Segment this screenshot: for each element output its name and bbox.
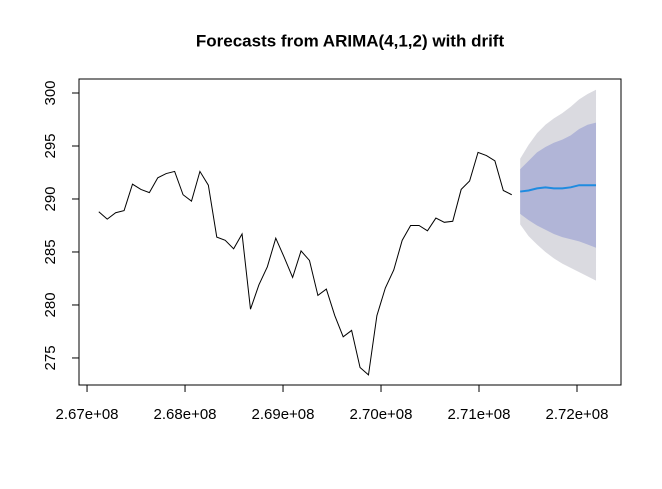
x-tick-label: 2.71e+08 [448, 406, 511, 423]
x-tick-label: 2.72e+08 [546, 406, 609, 423]
y-tick-label: 285 [42, 239, 59, 264]
y-tick-label: 280 [42, 292, 59, 317]
x-tick-label: 2.68e+08 [154, 406, 217, 423]
y-tick-label: 295 [42, 133, 59, 158]
x-tick-label: 2.67e+08 [56, 406, 119, 423]
y-tick-label: 275 [42, 345, 59, 370]
chart-title: Forecasts from ARIMA(4,1,2) with drift [196, 31, 505, 50]
series-line [520, 184, 597, 193]
y-tick-label: 290 [42, 186, 59, 211]
y-tick-label: 300 [42, 80, 59, 105]
prediction-interval [520, 122, 597, 248]
series-line [98, 151, 512, 376]
x-tick-label: 2.69e+08 [252, 406, 315, 423]
x-tick-label: 2.70e+08 [350, 406, 413, 423]
